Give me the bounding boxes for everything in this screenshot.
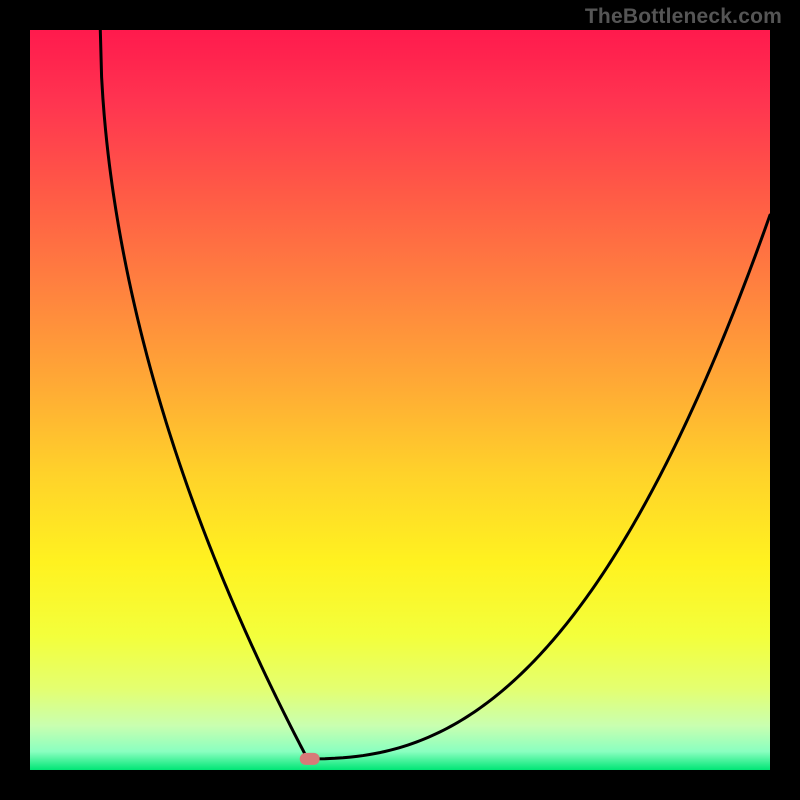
gradient-background <box>30 30 770 770</box>
watermark-text[interactable]: TheBottleneck.com <box>585 5 782 29</box>
minimum-marker <box>300 753 320 765</box>
chart-svg <box>30 30 770 770</box>
plot-area <box>30 30 770 770</box>
chart-canvas: TheBottleneck.com <box>0 0 800 800</box>
